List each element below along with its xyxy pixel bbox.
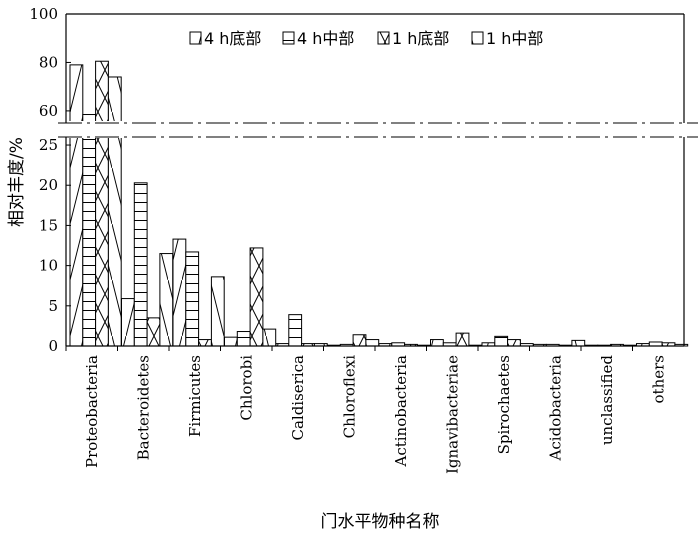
y-tick-label: 5: [48, 297, 58, 315]
legend-swatch: [377, 31, 390, 45]
axis-break-gap: [60, 121, 700, 138]
bars-layer: [69, 60, 689, 347]
bar-bacteroidetes-series-2: [133, 182, 148, 347]
legend-label: 1 h中部: [486, 29, 543, 48]
bar-ignavibacteriae-series-1: [430, 339, 444, 347]
y-tick-label: 25: [39, 136, 58, 154]
legend-swatch: [282, 31, 295, 45]
bar-firmicutes-series-4: [210, 276, 225, 347]
y-tick-label: 15: [39, 216, 58, 234]
category-label-bacteroidetes: Bacteroidetes: [134, 355, 152, 460]
category-label-acidobacteria: Acidobacteria: [546, 355, 564, 461]
y-axis-ticks: 0 5 10 15 20 25 60 80 100: [29, 5, 71, 355]
bar-chlorobi-series-4: [262, 328, 277, 347]
bar-chlorobi-series-3: [249, 247, 264, 347]
category-label-actinobacteria: Actinobacteria: [392, 355, 410, 468]
category-label-unclassified: unclassified: [598, 355, 616, 446]
bar-bacteroidetes-series-3: [146, 317, 161, 347]
x-axis-categories: Proteobacteria Bacteroidetes Firmicutes Chl…: [65, 346, 667, 474]
category-label-proteobacteria: Proteobacteria: [83, 355, 101, 468]
legend-item-2: 4 h中部: [282, 29, 354, 48]
bar-spirochaetes-series-3: [507, 339, 521, 347]
bar-proteobacteria-series-2: [82, 114, 97, 347]
bar-chlorobi-series-1: [224, 336, 238, 347]
legend-item-3: 1 h底部: [377, 29, 449, 48]
bar-others-series-2: [648, 341, 663, 347]
category-label-caldiserica: Caldiserica: [289, 355, 307, 441]
category-label-chloroflexi: Chloroflexi: [340, 355, 358, 439]
bar-proteobacteria-series-1: [69, 64, 84, 347]
bar-proteobacteria-series-3: [95, 60, 109, 347]
legend-label: 1 h底部: [392, 29, 449, 48]
legend-swatch: [471, 31, 484, 45]
bar-caldiserica-series-2: [288, 314, 303, 347]
bar-firmicutes-series-3: [198, 339, 212, 347]
legend-label: 4 h底部: [204, 29, 261, 48]
category-label-others: others: [649, 355, 667, 403]
y-tick-label: 60: [39, 102, 58, 120]
bar-acidobacteria-series-4: [571, 339, 586, 347]
y-tick-label: 10: [39, 257, 58, 275]
bar-chlorobi-series-2: [236, 331, 251, 347]
bar-bacteroidetes-series-4: [159, 253, 174, 347]
bar-bacteroidetes-series-1: [121, 298, 135, 347]
legend-item-4: 1 h中部: [471, 29, 543, 48]
category-label-spirochaetes: Spirochaetes: [495, 355, 513, 454]
category-label-chlorobi: Chlorobi: [237, 355, 255, 421]
legend-item-1: 4 h底部: [189, 29, 261, 48]
bar-ignavibacteriae-series-3: [455, 332, 470, 347]
legend-swatch: [189, 31, 202, 45]
y-tick-label: 20: [39, 176, 58, 194]
y-tick-label: 100: [29, 5, 58, 23]
x-axis-title: 门水平物种名称: [321, 512, 440, 532]
bar-spirochaetes-series-2: [494, 335, 509, 347]
y-axis-title: 相对丰度/%: [7, 137, 27, 227]
legend: 4 h底部 4 h中部 1 h底部 1 h中部: [189, 29, 543, 48]
bar-firmicutes-series-1: [172, 238, 187, 347]
bar-firmicutes-series-2: [185, 251, 200, 347]
category-label-ignavibacteriae: Ignavibacteriae: [443, 355, 461, 474]
bar-proteobacteria-series-4: [107, 76, 122, 347]
bar-chloroflexi-series-4: [365, 339, 380, 347]
y-tick-label: 0: [48, 337, 58, 355]
bar-chloroflexi-series-3: [352, 334, 367, 347]
plot-frame: [58, 13, 698, 347]
legend-label: 4 h中部: [297, 29, 354, 48]
category-label-firmicutes: Firmicutes: [186, 355, 204, 437]
y-tick-label: 80: [39, 53, 58, 71]
